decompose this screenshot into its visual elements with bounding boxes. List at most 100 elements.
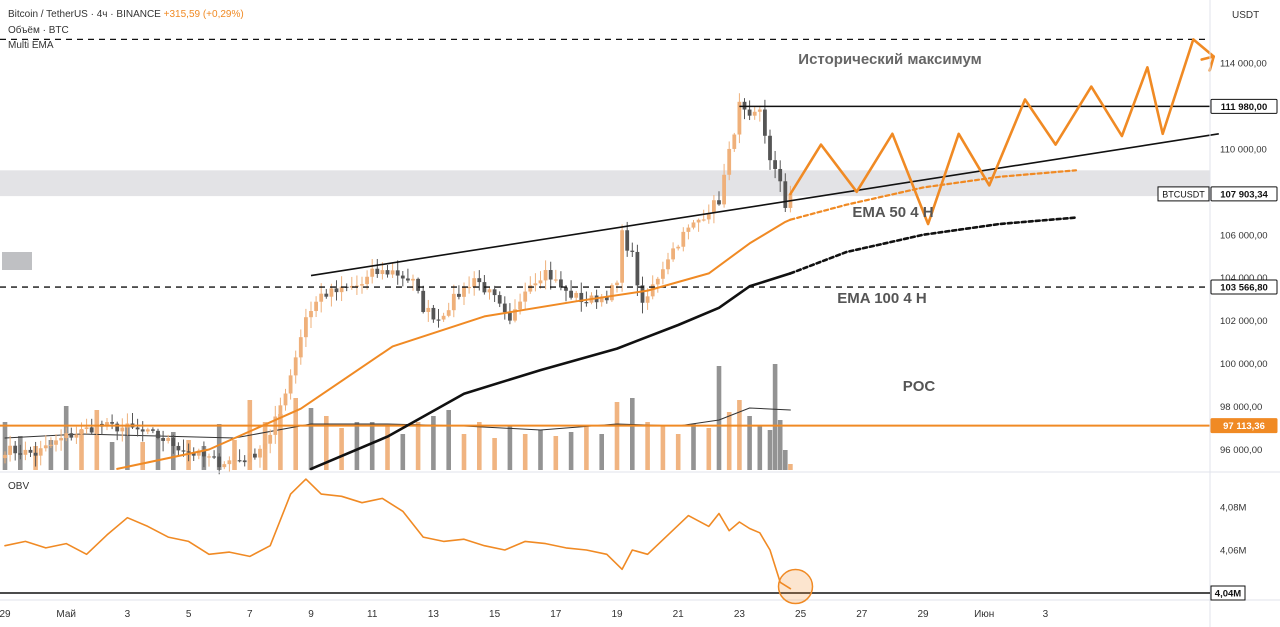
price-tick-label: 100 000,00 bbox=[1220, 359, 1268, 370]
candle-body bbox=[451, 293, 456, 311]
obv-level-tag bbox=[1210, 585, 1246, 601]
symbol-legend[interactable]: Bitcoin / TetherUS · 4ч · BINANCE +315,5… bbox=[8, 9, 244, 20]
candle-body bbox=[487, 289, 492, 293]
candle-body bbox=[625, 230, 630, 251]
candle-body bbox=[747, 109, 752, 116]
candle-body bbox=[732, 134, 737, 149]
ath-price-tag bbox=[1210, 98, 1278, 114]
time-tick-label: 25 bbox=[795, 609, 807, 620]
volume-bar bbox=[48, 440, 54, 470]
price-tick-label: 104 000,00 bbox=[1220, 273, 1268, 284]
candle-body bbox=[298, 337, 303, 358]
zone-marker bbox=[2, 252, 32, 270]
candle-body bbox=[661, 269, 665, 279]
support-price-label: 103 566,80 bbox=[1220, 283, 1268, 294]
ema100-annotation: EMA 100 4 H bbox=[837, 290, 926, 307]
volume-bar bbox=[216, 424, 222, 470]
obv-highlight-circle bbox=[777, 568, 814, 605]
time-tick-label: 17 bbox=[550, 609, 562, 620]
volume-bar bbox=[584, 426, 589, 470]
candle-body bbox=[778, 168, 783, 182]
volume-bar bbox=[324, 416, 329, 470]
volume-bar bbox=[777, 420, 783, 470]
volume-bar bbox=[614, 402, 620, 470]
time-tick-label: Май bbox=[56, 609, 76, 620]
candle-body bbox=[666, 259, 670, 270]
volume-bar bbox=[461, 434, 467, 470]
volume-bar bbox=[788, 464, 793, 470]
candle-body bbox=[676, 246, 681, 249]
time-tick-label: 15 bbox=[489, 609, 501, 620]
candle-body bbox=[89, 427, 94, 433]
price-tick-label: 114 000,00 bbox=[1220, 58, 1267, 69]
ema-100-line bbox=[309, 272, 792, 471]
candle-body bbox=[752, 111, 757, 116]
volume-bar bbox=[446, 410, 451, 470]
candle-body bbox=[120, 427, 125, 432]
volume-bar bbox=[568, 432, 574, 470]
candle-body bbox=[319, 293, 324, 302]
candle-body bbox=[385, 270, 390, 275]
candle-body bbox=[553, 279, 558, 281]
volume-bar bbox=[538, 430, 543, 470]
candle-body bbox=[222, 464, 227, 468]
candle-body bbox=[513, 309, 517, 321]
time-tick-label: 9 bbox=[308, 609, 314, 620]
candle-body bbox=[712, 200, 716, 214]
candle-body bbox=[757, 109, 762, 112]
volume-bar bbox=[369, 422, 375, 470]
ath-price-label: 111 980,00 bbox=[1221, 102, 1268, 113]
candle-body bbox=[202, 450, 206, 457]
candle-body bbox=[502, 303, 507, 313]
time-tick-label: 23 bbox=[734, 609, 746, 620]
volume-bar bbox=[726, 412, 732, 470]
candle-body bbox=[441, 315, 446, 320]
candle-body bbox=[151, 429, 155, 431]
candle-body bbox=[258, 448, 262, 458]
candle-body bbox=[207, 456, 211, 458]
obv-title: OBV bbox=[8, 481, 29, 492]
volume-bar bbox=[757, 426, 763, 470]
candle-body bbox=[686, 227, 691, 232]
volume-bar bbox=[691, 424, 696, 470]
price-change: +315,59 (+0,29%) bbox=[164, 9, 244, 20]
candle-body bbox=[309, 311, 313, 318]
price-tick-label: 102 000,00 bbox=[1220, 316, 1268, 327]
candle-body bbox=[288, 375, 293, 394]
candle-body bbox=[681, 231, 686, 247]
candle-body bbox=[79, 429, 84, 435]
candle-body bbox=[135, 427, 140, 430]
candle-body bbox=[253, 453, 257, 458]
candle-body bbox=[49, 444, 53, 446]
candle-body bbox=[706, 213, 711, 220]
candle-body bbox=[304, 317, 308, 338]
poc-price-label: 97 113,36 bbox=[1223, 421, 1265, 432]
candle-body bbox=[538, 280, 543, 284]
symbol-title: Bitcoin / TetherUS · 4ч · BINANCE bbox=[8, 9, 164, 20]
volume-bar bbox=[415, 422, 421, 470]
obv-level-label: 4,04M bbox=[1215, 589, 1241, 600]
ema-50-line bbox=[116, 218, 792, 470]
candle-body bbox=[115, 423, 120, 432]
candle-body bbox=[324, 293, 329, 297]
candle-body bbox=[3, 454, 7, 459]
volume-bar bbox=[431, 416, 436, 470]
candle-body bbox=[559, 279, 563, 288]
candle-body bbox=[171, 438, 176, 446]
time-tick-label: Июн bbox=[974, 609, 994, 620]
candle-body bbox=[360, 284, 364, 286]
support-price-tag bbox=[1210, 279, 1278, 295]
ema-100-projection bbox=[789, 216, 1078, 275]
candle-body bbox=[38, 448, 43, 456]
candle-body bbox=[467, 286, 471, 289]
candle-body bbox=[406, 278, 410, 281]
candle-body bbox=[635, 251, 640, 286]
target-arrow-head bbox=[1200, 55, 1215, 72]
volume-bar bbox=[783, 450, 788, 470]
candle-body bbox=[426, 307, 431, 312]
candle-body bbox=[59, 438, 63, 441]
candle-body bbox=[390, 270, 395, 275]
candle-body bbox=[84, 427, 89, 430]
